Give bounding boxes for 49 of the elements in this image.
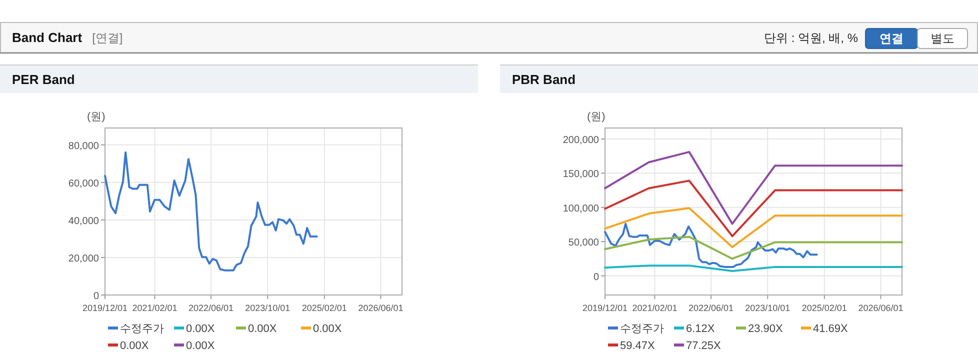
line-series: [604, 222, 818, 268]
x-tick-label: 2025/02/01: [802, 303, 847, 313]
y-axis-title: (원): [587, 111, 606, 123]
y-tick-label: 80,000: [68, 140, 100, 152]
y-tick-label: 50,000: [568, 238, 600, 249]
legend-label: 0.00X: [186, 340, 216, 352]
text: Band Chart: [12, 30, 83, 45]
chart-title: PER Band: [12, 72, 75, 87]
y-tick-label: 0: [93, 291, 100, 302]
y-tick-label: 0: [593, 272, 600, 283]
x-tick-label: 2023/10/01: [745, 303, 790, 313]
line-series: [604, 180, 903, 238]
x-tick-label: 2019/12/01: [582, 303, 628, 313]
x-tick-label: 2021/02/01: [632, 303, 678, 313]
x-tick-label: 2022/06/01: [188, 303, 234, 313]
legend-label: 0.00X: [120, 340, 150, 352]
legend-label: 77.25X: [686, 340, 722, 352]
text: 연결: [880, 32, 904, 46]
legend-label: 0.00X: [186, 323, 216, 335]
legend-label: 0.00X: [313, 323, 342, 335]
legend-label: 41.69X: [813, 323, 849, 335]
legend-label: 59.47X: [620, 340, 656, 352]
text: 별도: [930, 32, 954, 46]
legend-label: 0.00X: [248, 323, 278, 335]
x-tick-label: 2025/02/01: [302, 303, 347, 313]
line-series: [604, 207, 903, 248]
text: 단위 : 억원, 배, %: [764, 31, 858, 45]
x-tick-label: 2019/12/01: [82, 303, 128, 313]
legend-label: 수정주가: [620, 323, 664, 335]
chart-title: PBR Band: [512, 72, 576, 87]
y-tick-label: 100,000: [562, 203, 600, 214]
text: [연결]: [92, 31, 123, 45]
y-tick-label: 20,000: [68, 253, 100, 264]
line-series: [604, 236, 903, 260]
y-tick-label: 200,000: [562, 134, 600, 146]
x-tick-label: 2023/10/01: [245, 303, 290, 313]
x-tick-label: 2021/02/01: [132, 303, 178, 313]
line-series: [604, 150, 903, 225]
y-tick-label: 150,000: [562, 169, 600, 180]
x-tick-label: 2022/06/01: [688, 303, 734, 313]
y-axis-title: (원): [87, 111, 106, 123]
y-tick-label: 40,000: [68, 216, 100, 227]
legend-label: 23.90X: [748, 323, 784, 335]
legend-label: 수정주가: [120, 323, 164, 335]
y-tick-label: 60,000: [68, 178, 100, 190]
x-tick-label: 2026/06/01: [858, 303, 904, 313]
legend-label: 6.12X: [686, 323, 716, 335]
line-series: [104, 151, 318, 272]
x-tick-label: 2026/06/01: [358, 303, 404, 313]
